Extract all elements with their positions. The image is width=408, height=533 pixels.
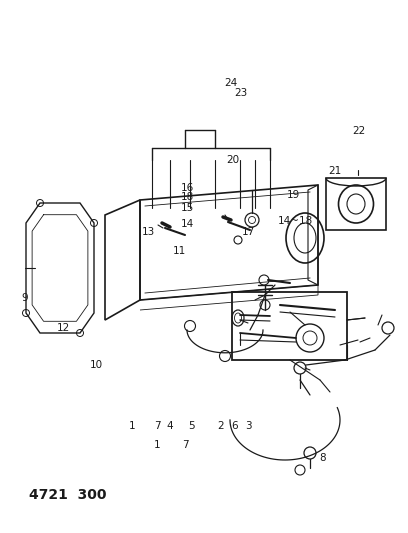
Text: 23: 23 [234,88,247,98]
Text: 13: 13 [142,227,155,237]
Text: 22: 22 [353,126,366,135]
Text: 19: 19 [287,190,300,199]
Text: 21: 21 [328,166,341,175]
Text: 7: 7 [154,422,160,431]
Text: 1: 1 [154,440,160,450]
Text: 16: 16 [181,183,194,192]
Text: 10: 10 [89,360,102,370]
Text: 20: 20 [226,155,239,165]
Text: 3: 3 [246,422,252,431]
Text: 14: 14 [181,219,194,229]
Text: 24: 24 [224,78,237,87]
Text: 14~18: 14~18 [278,216,313,226]
Text: 1: 1 [129,422,136,431]
Text: 11: 11 [173,246,186,255]
Text: 17: 17 [242,227,255,237]
Text: 15: 15 [181,203,194,213]
Text: 4721  300: 4721 300 [29,488,106,502]
Text: 4: 4 [166,422,173,431]
Text: 18: 18 [181,192,194,202]
Text: 7: 7 [182,440,189,450]
Text: 6: 6 [231,422,238,431]
Text: 12: 12 [57,323,70,333]
Text: 2: 2 [217,422,224,431]
Bar [232,292,347,360]
Text: 9: 9 [21,294,28,303]
Text: 5: 5 [188,422,195,431]
Text: 8: 8 [319,454,326,463]
